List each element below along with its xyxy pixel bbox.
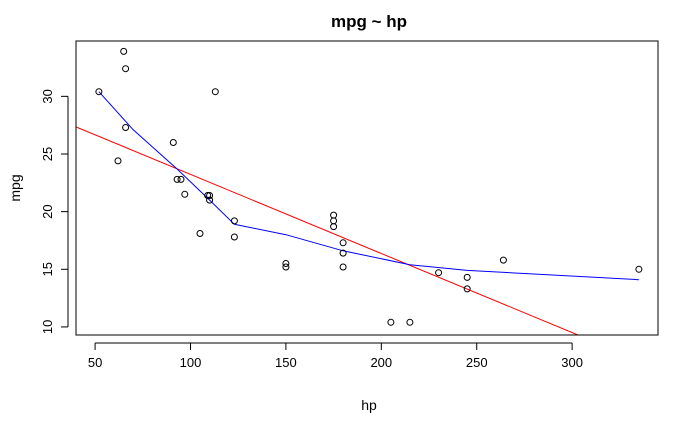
chart-title: mpg ~ hp bbox=[331, 12, 407, 31]
y-tick-label: 20 bbox=[40, 204, 55, 218]
x-axis: 50 100 150 200 250 300 bbox=[88, 342, 583, 370]
plot-frame bbox=[75, 40, 659, 336]
data-point bbox=[463, 285, 471, 293]
data-point bbox=[206, 192, 214, 199]
data-point bbox=[463, 273, 471, 281]
x-tick-label: 300 bbox=[561, 355, 583, 370]
data-point bbox=[211, 88, 219, 96]
data-point bbox=[282, 263, 290, 271]
y-axis-label: mpg bbox=[7, 174, 23, 201]
data-point bbox=[169, 139, 177, 146]
data-point bbox=[230, 233, 238, 241]
data-point bbox=[282, 260, 290, 267]
y-tick-label: 10 bbox=[40, 320, 55, 334]
y-tick-label: 15 bbox=[40, 262, 55, 276]
data-point bbox=[122, 124, 130, 131]
data-point bbox=[206, 196, 214, 204]
data-point bbox=[635, 265, 643, 273]
data-point bbox=[339, 263, 347, 271]
data-point bbox=[339, 249, 347, 257]
data-point bbox=[435, 269, 443, 277]
data-point bbox=[173, 175, 181, 183]
data-point bbox=[122, 65, 130, 73]
y-tick-label: 30 bbox=[40, 89, 55, 103]
data-point bbox=[196, 230, 204, 237]
x-tick-label: 150 bbox=[275, 355, 297, 370]
x-tick-label: 50 bbox=[88, 355, 102, 370]
data-point bbox=[177, 175, 185, 183]
x-tick-label: 250 bbox=[466, 355, 488, 370]
data-point bbox=[330, 223, 338, 231]
linear-fit-line bbox=[76, 126, 579, 335]
data-point bbox=[114, 157, 122, 165]
x-axis-label: hp bbox=[361, 397, 377, 413]
x-tick-label: 100 bbox=[180, 355, 202, 370]
data-point bbox=[95, 88, 103, 96]
data-point bbox=[330, 211, 338, 219]
data-point bbox=[230, 217, 238, 225]
data-point bbox=[330, 217, 338, 225]
x-tick-label: 200 bbox=[370, 355, 392, 370]
y-axis: 10 15 20 25 30 bbox=[40, 89, 69, 334]
data-point bbox=[387, 318, 395, 326]
smooth-fit-line bbox=[98, 91, 639, 281]
y-tick-label: 25 bbox=[40, 147, 55, 161]
data-point bbox=[406, 318, 414, 326]
data-point bbox=[181, 190, 189, 198]
plot-layer bbox=[76, 47, 643, 335]
data-point bbox=[339, 239, 347, 247]
data-point bbox=[499, 256, 507, 264]
data-point bbox=[120, 47, 128, 55]
data-point bbox=[204, 192, 212, 199]
